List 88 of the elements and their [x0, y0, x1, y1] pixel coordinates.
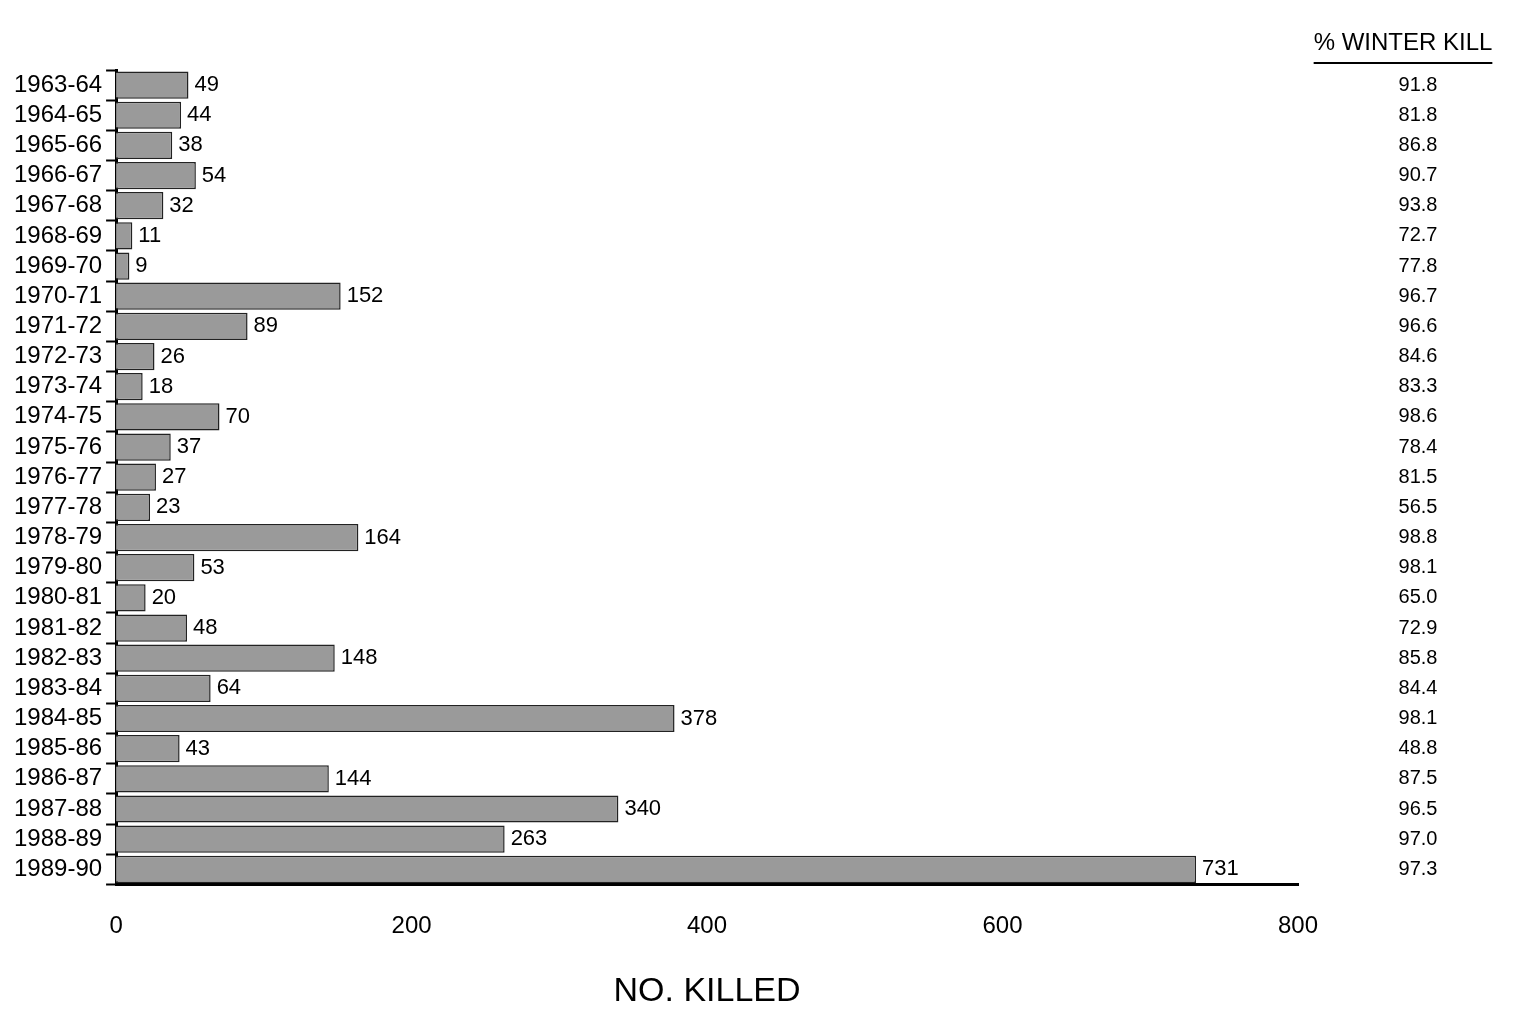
- y-tick-label: 1973-74: [14, 371, 103, 399]
- y-tick-label: 1970-71: [14, 280, 103, 308]
- y-tick-label: 1969-70: [14, 250, 103, 278]
- text: 81.5: [1398, 464, 1438, 487]
- data-label: 37: [176, 433, 202, 459]
- x-tick-label: 400: [687, 911, 728, 939]
- data-label: 9: [135, 252, 148, 278]
- data-label: 20: [151, 583, 177, 609]
- y-tick-label: 1966-67: [14, 160, 103, 188]
- y-tick-label: 1979-80: [14, 552, 103, 580]
- y-tick-label: 1982-83: [14, 642, 103, 670]
- y-tick-label: 1964-65: [14, 99, 103, 127]
- y-tick-label: 1975-76: [14, 431, 103, 459]
- text: 98.6: [1398, 404, 1438, 427]
- data-label: 152: [346, 282, 384, 308]
- data-label: 64: [216, 674, 242, 700]
- y-tick-label: 1983-84: [14, 672, 103, 700]
- text: 90.7: [1398, 163, 1438, 186]
- y-tick-label: 1972-73: [14, 341, 103, 369]
- data-label: 38: [178, 131, 203, 157]
- text: 93.8: [1398, 193, 1438, 216]
- text: 98.1: [1398, 706, 1438, 729]
- data-label: 26: [160, 342, 185, 368]
- data-label: 48: [192, 614, 218, 640]
- text: 56.5: [1398, 494, 1438, 517]
- text: 96.7: [1398, 283, 1438, 306]
- text: 78.4: [1398, 434, 1438, 457]
- data-label: 53: [200, 553, 225, 579]
- text: 98.1: [1398, 555, 1438, 578]
- y-tick-label: 1977-78: [14, 491, 103, 519]
- data-label: 54: [201, 161, 227, 187]
- y-tick-label: 1965-66: [14, 130, 103, 158]
- text: 85.8: [1398, 645, 1438, 668]
- data-label: 44: [187, 101, 212, 127]
- text: % WINTER KILL: [1313, 28, 1493, 55]
- text: 97.3: [1398, 856, 1438, 879]
- y-tick-label: 1988-89: [14, 823, 103, 851]
- data-label: 89: [253, 312, 279, 338]
- y-tick-label: 1978-79: [14, 522, 103, 550]
- y-tick-label: 1980-81: [14, 582, 103, 610]
- text: 83.3: [1398, 374, 1438, 397]
- data-label: 340: [624, 795, 662, 821]
- text: 84.6: [1398, 344, 1438, 367]
- x-tick-label: 800: [1277, 911, 1319, 939]
- y-tick-label: 1968-69: [14, 220, 103, 248]
- y-tick-label: 1985-86: [14, 733, 103, 761]
- y-tick-label: 1974-75: [14, 401, 103, 429]
- data-label: 23: [156, 493, 181, 519]
- text: 91.8: [1398, 72, 1438, 95]
- text: 87.5: [1398, 766, 1438, 789]
- y-tick-label: 1963-64: [14, 69, 103, 97]
- text: 84.4: [1398, 675, 1438, 698]
- data-label: 144: [334, 764, 372, 790]
- text: 98.8: [1398, 525, 1438, 548]
- data-label: 164: [364, 523, 402, 549]
- data-label: 70: [225, 402, 250, 428]
- data-label: 27: [161, 463, 187, 489]
- data-label: 32: [169, 191, 194, 217]
- y-tick-label: 1984-85: [14, 703, 103, 731]
- data-label: 11: [138, 221, 162, 247]
- text: 72.9: [1398, 615, 1438, 638]
- data-label: 18: [148, 372, 174, 398]
- text: 65.0: [1398, 585, 1438, 608]
- data-label: 148: [340, 644, 378, 670]
- text: 86.8: [1398, 132, 1438, 155]
- data-label: 378: [680, 704, 718, 730]
- y-tick-label: 1981-82: [14, 612, 103, 640]
- data-label: 43: [185, 734, 211, 760]
- y-tick-label: 1976-77: [14, 461, 103, 489]
- x-axis-title: NO. KILLED: [613, 969, 801, 1008]
- y-tick-label: 1967-68: [14, 190, 103, 218]
- x-tick-label: 600: [982, 911, 1023, 939]
- text: 48.8: [1398, 736, 1438, 759]
- x-tick-label: 200: [391, 911, 432, 939]
- text: 96.5: [1398, 796, 1438, 819]
- x-tick-label: 0: [109, 911, 123, 939]
- text: 77.8: [1398, 253, 1438, 276]
- text: 96.6: [1398, 313, 1438, 336]
- y-tick-label: 1987-88: [14, 793, 103, 821]
- data-label: 49: [194, 71, 219, 97]
- data-label: 263: [510, 825, 548, 851]
- y-tick-label: 1986-87: [14, 763, 103, 791]
- text: 97.0: [1398, 826, 1438, 849]
- data-label: 731: [1202, 855, 1239, 881]
- text: 81.8: [1398, 102, 1438, 125]
- y-tick-label: 1971-72: [14, 311, 103, 339]
- y-tick-label: 1989-90: [14, 853, 103, 881]
- text: 72.7: [1398, 223, 1438, 246]
